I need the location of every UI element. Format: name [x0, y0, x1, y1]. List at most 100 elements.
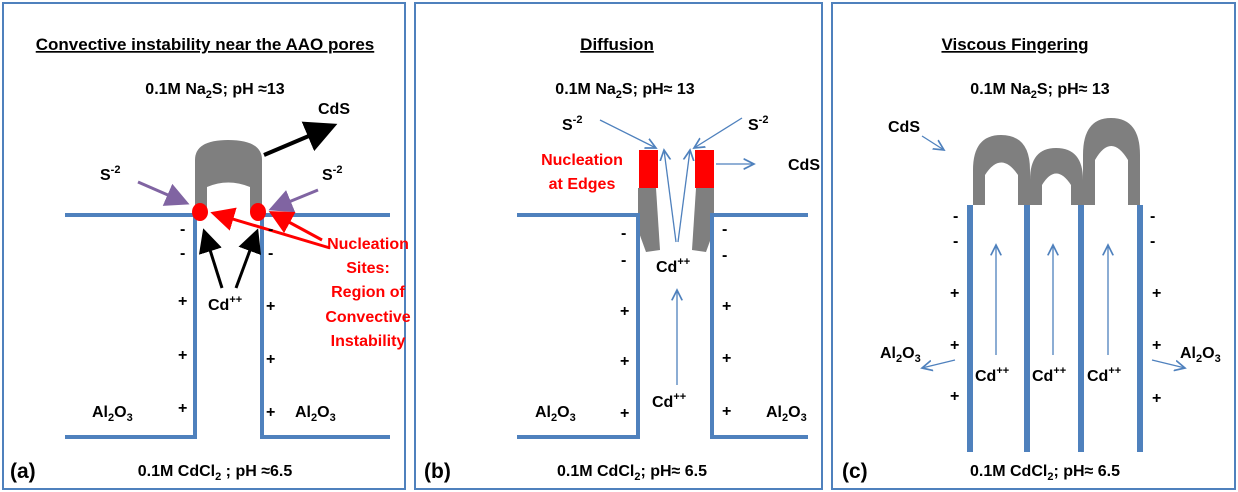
sup: -2	[759, 114, 769, 126]
sulfide-ion: S-2	[562, 114, 582, 134]
panel-title: Convective instability near the AAO pore…	[36, 35, 375, 54]
panel-title: Diffusion	[580, 35, 654, 54]
charge: +	[722, 298, 731, 315]
charge: -	[1150, 233, 1155, 250]
charge: -	[722, 247, 727, 264]
sub: 3	[915, 353, 921, 365]
t: Al	[535, 404, 551, 421]
cadmium-ion: Cd++	[208, 294, 242, 314]
figure: Convective instability near the AAO pore…	[0, 0, 1238, 492]
top-solution: 0.1M Na2S; pH≈ 13	[970, 81, 1109, 101]
panel-label: (c)	[842, 460, 868, 483]
sulfide-ion: S-2	[748, 114, 768, 134]
cds-finger	[973, 135, 1030, 205]
substrate: Al2O3	[1180, 345, 1221, 365]
t: 0.1M CdCl	[557, 463, 634, 480]
nucleation-site	[192, 203, 208, 221]
t: Al	[295, 404, 311, 421]
t: S; pH≈ 13	[1037, 81, 1110, 98]
panel-c: Viscous Fingering 0.1M Na2S; pH≈ 13 CdS …	[832, 3, 1235, 489]
sup: ++	[677, 256, 690, 268]
bottom-solution: 0.1M CdCl2; pH≈ 6.5	[970, 463, 1120, 483]
charge: +	[178, 400, 187, 417]
t: S; pH≈ 13	[622, 81, 695, 98]
charge: +	[266, 298, 275, 315]
charge: -	[180, 245, 185, 262]
t: Al	[92, 404, 108, 421]
sup: ++	[1108, 365, 1121, 377]
charge: +	[950, 388, 959, 405]
panel-a: Convective instability near the AAO pore…	[3, 3, 411, 489]
panel-frame	[832, 3, 1235, 489]
t: Al	[880, 345, 896, 362]
t: ; pH≈ 6.5	[1053, 463, 1120, 480]
charge: -	[180, 221, 185, 238]
t: O	[114, 404, 126, 421]
charge: +	[722, 350, 731, 367]
panel-b: Diffusion 0.1M Na2S; pH≈ 13 S-2 S-2 Nucl…	[415, 3, 822, 489]
charge: -	[621, 252, 626, 269]
nucleation-label: Region of	[331, 284, 405, 301]
charge: +	[178, 347, 187, 364]
t: Al	[1180, 345, 1196, 362]
t: S	[322, 167, 333, 184]
charge: +	[950, 337, 959, 354]
cds-finger	[1030, 148, 1083, 205]
t: Cd	[975, 368, 996, 385]
t: 0.1M CdCl	[138, 463, 215, 480]
substrate: Al2O3	[92, 404, 133, 424]
t: O	[317, 404, 329, 421]
nucleation-site	[639, 150, 658, 188]
arrow	[138, 182, 184, 202]
arrow	[922, 360, 955, 368]
t: S	[748, 117, 759, 134]
sup: -2	[333, 164, 343, 176]
sup: ++	[673, 391, 686, 403]
nucleation-label: Instability	[331, 333, 406, 350]
t: Cd	[208, 297, 229, 314]
panel-label: (a)	[10, 460, 36, 483]
cds-finger	[1083, 118, 1140, 205]
t: 0.1M CdCl	[970, 463, 1047, 480]
t: O	[902, 345, 914, 362]
sup: -2	[573, 114, 583, 126]
cds-wall	[638, 188, 660, 252]
substrate: Al2O3	[766, 404, 807, 424]
cadmium-ion: Cd++	[1087, 365, 1121, 385]
arrow	[600, 120, 656, 148]
top-solution: 0.1M Na2S; pH ≈13	[145, 81, 284, 101]
t: S	[100, 167, 111, 184]
t: O	[1202, 345, 1214, 362]
t: Cd	[652, 394, 673, 411]
sulfide-ion: S-2	[100, 164, 120, 184]
nucleation-label: at Edges	[549, 176, 616, 193]
cadmium-ion: Cd++	[975, 365, 1009, 385]
cadmium-ion: Cd++	[656, 256, 690, 276]
nucleation-label: Nucleation	[541, 152, 623, 169]
panel-title: Viscous Fingering	[941, 35, 1088, 54]
sup: ++	[229, 294, 242, 306]
t: O	[788, 404, 800, 421]
panel-label: (b)	[424, 460, 451, 483]
bottom-solution: 0.1M CdCl2 ; pH ≈6.5	[138, 463, 293, 483]
cds-cap	[195, 140, 262, 212]
substrate: Al2O3	[535, 404, 576, 424]
charge: -	[953, 233, 958, 250]
sup: ++	[996, 365, 1009, 377]
substrate: Al2O3	[880, 345, 921, 365]
product: CdS	[788, 157, 820, 174]
charge: -	[1150, 208, 1155, 225]
sub: 3	[127, 412, 133, 424]
arrow	[274, 190, 318, 208]
t: Cd	[656, 259, 677, 276]
nucleation-site	[695, 150, 714, 188]
arrow	[264, 127, 330, 155]
t: S; pH ≈13	[212, 81, 285, 98]
charge: +	[1152, 285, 1161, 302]
nucleation-site	[250, 203, 266, 221]
arrow	[922, 136, 944, 150]
t: Cd	[1032, 368, 1053, 385]
sup: -2	[111, 164, 121, 176]
t: ; pH ≈6.5	[221, 463, 292, 480]
charge: +	[620, 353, 629, 370]
